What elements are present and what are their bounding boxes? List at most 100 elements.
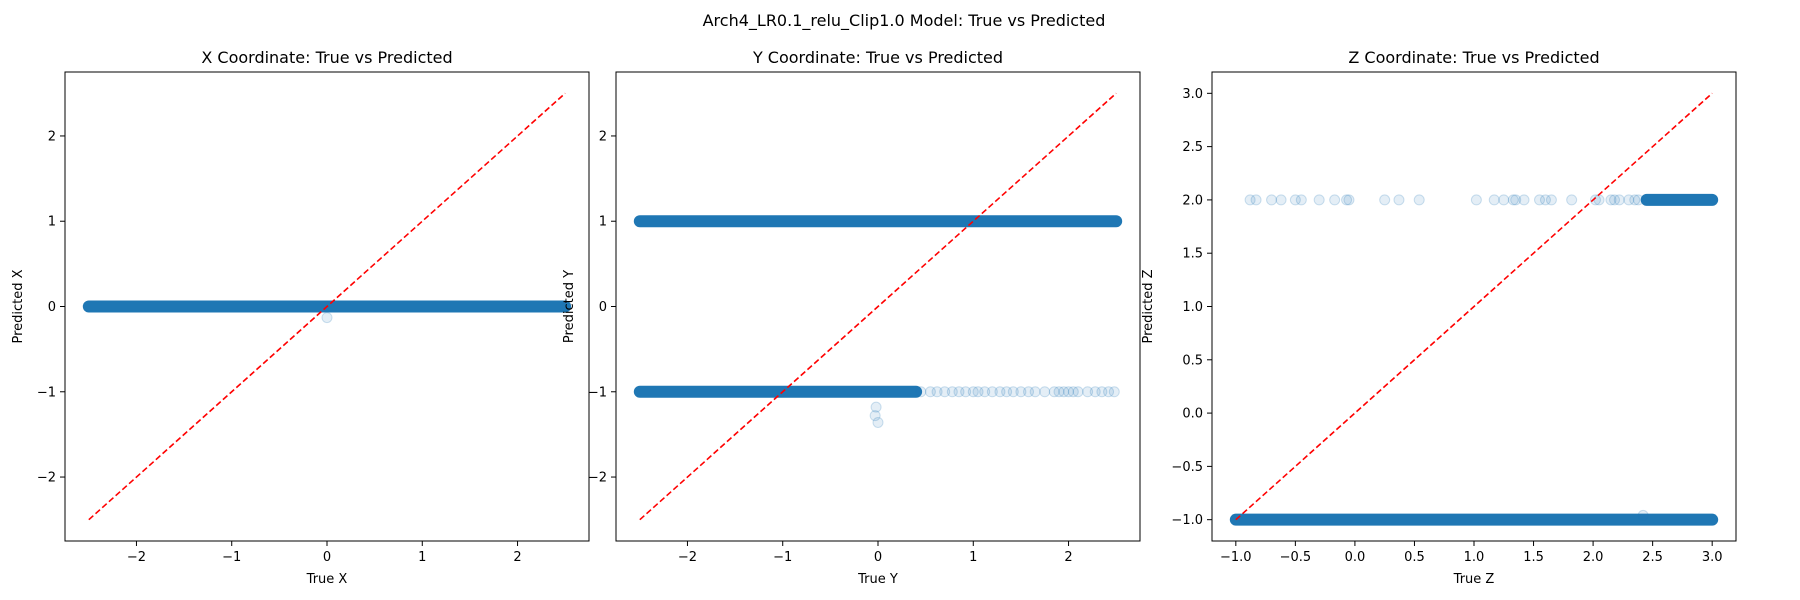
y-tick-label: 1.5 (1182, 247, 1203, 262)
x-tick-label: 0 (874, 550, 882, 565)
x-tick-label: −2 (678, 550, 697, 565)
scatter-point (979, 386, 991, 398)
subplot-title: Z Coordinate: True vs Predicted (1348, 48, 1599, 67)
y-tick-label: 2 (599, 129, 607, 144)
x-axis-label: True X (306, 572, 348, 587)
scatter-point (1488, 194, 1500, 206)
x-tick-label: −1.0 (1220, 550, 1252, 565)
x-tick-label: 0.5 (1404, 550, 1425, 565)
scatter-point (321, 312, 333, 324)
scatter-point (1275, 194, 1287, 206)
scatter-point (953, 386, 965, 398)
scatter-point (1023, 386, 1035, 398)
scatter-point (986, 386, 998, 398)
plot-area (1229, 92, 1719, 526)
scatter-point (1518, 194, 1530, 206)
x-tick-label: 0 (323, 550, 331, 565)
scatter-point (1413, 194, 1425, 206)
scatter-point (1089, 386, 1101, 398)
scatter-point (869, 410, 881, 422)
x-tick-label: 2.0 (1583, 550, 1604, 565)
scatter-point (1001, 386, 1013, 398)
x-tick-label: 2 (1064, 550, 1072, 565)
y-tick-label: −1.0 (1171, 513, 1203, 528)
scatter-point (960, 386, 972, 398)
y-tick-label: 3.0 (1182, 87, 1203, 102)
y-tick-label: 0.5 (1182, 353, 1203, 368)
scatter-point (1534, 194, 1545, 206)
y-tick-label: 0 (48, 300, 56, 315)
scatter-point (1103, 386, 1115, 398)
plot-area (82, 92, 572, 521)
y-tick-label: 2.5 (1182, 140, 1203, 155)
scatter-point (1605, 194, 1617, 206)
y-tick-label: −2 (37, 471, 56, 486)
x-tick-label: 2 (513, 550, 521, 565)
x-tick-label: 0.0 (1345, 550, 1366, 565)
scatter-point (1329, 194, 1341, 206)
scatter-point (994, 386, 1006, 398)
scatter-point (924, 386, 936, 398)
x-tick-label: 1.0 (1464, 550, 1485, 565)
reference-line (639, 92, 1117, 521)
scatter-point (939, 386, 951, 398)
x-tick-label: 1.5 (1523, 550, 1544, 565)
subplot-y: −2 −1 0 1 2 −2 −1 0 1 2 Y Coordinate: True vs Pred… (562, 48, 1141, 587)
y-axis-label: Predicted Y (562, 270, 577, 343)
scatter-point (1632, 194, 1644, 206)
reference-line (88, 92, 566, 521)
scatter-point (1498, 194, 1510, 206)
y-tick-label: −1 (37, 385, 56, 400)
scatter-point (1609, 194, 1621, 206)
scatter-point (870, 401, 882, 413)
y-tick-label: 0 (599, 300, 607, 315)
x-tick-label: 2.5 (1642, 550, 1663, 565)
scatter-point (946, 386, 958, 398)
scatter-point (1629, 194, 1641, 206)
x-tick-label: −1 (773, 550, 792, 565)
x-tick-label: −0.5 (1280, 550, 1312, 565)
y-tick-label: 2 (48, 129, 56, 144)
x-tick-label: −2 (127, 550, 146, 565)
scatter-point (967, 386, 979, 398)
scatter-point (1266, 194, 1278, 206)
scatter-point (872, 416, 884, 428)
scatter-point (1545, 194, 1557, 206)
scatter-point (1250, 194, 1262, 206)
subplot-title: Y Coordinate: True vs Predicted (752, 48, 1003, 67)
scatter-point (1048, 386, 1060, 398)
y-axis-label: Predicted Z (1141, 269, 1156, 343)
scatter-point (1072, 386, 1084, 398)
scatter-point (1039, 386, 1051, 398)
reference-line (1235, 92, 1713, 521)
x-axis-label: True Z (1453, 572, 1495, 587)
subplot-z: −1.0 −0.5 0.0 0.5 1.0 1.5 2.0 2.5 3.0 −1.0 −0.5 0.0… (1141, 48, 1737, 587)
scatter-point (1029, 386, 1041, 398)
x-tick-label: −1 (222, 550, 241, 565)
scatter-point (1393, 194, 1405, 206)
scatter-point (1593, 194, 1605, 206)
y-tick-label: 1 (599, 215, 607, 230)
x-tick-label: 1 (418, 550, 426, 565)
y-tick-label: −2 (588, 471, 607, 486)
subplot-title: X Coordinate: True vs Predicted (201, 48, 452, 67)
scatter-point (1613, 194, 1625, 206)
scatter-point (1295, 194, 1307, 206)
scatter-point (1341, 194, 1353, 206)
scatter-point (1067, 386, 1079, 398)
y-axis-label: Predicted X (11, 269, 26, 343)
scatter-point (1313, 194, 1325, 206)
y-tick-label: 1 (48, 215, 56, 230)
scatter-point (1007, 386, 1019, 398)
scatter-point (1566, 194, 1578, 206)
plot-area (633, 92, 1123, 521)
scatter-point (1623, 194, 1635, 206)
y-tick-label: −1 (588, 385, 607, 400)
scatter-point (1510, 194, 1522, 206)
y-tick-label: 2.0 (1182, 193, 1203, 208)
figure-suptitle: Arch4_LR0.1_relu_Clip1.0 Model: True vs … (703, 11, 1106, 31)
scatter-point (1379, 194, 1391, 206)
scatter-point (915, 386, 927, 398)
